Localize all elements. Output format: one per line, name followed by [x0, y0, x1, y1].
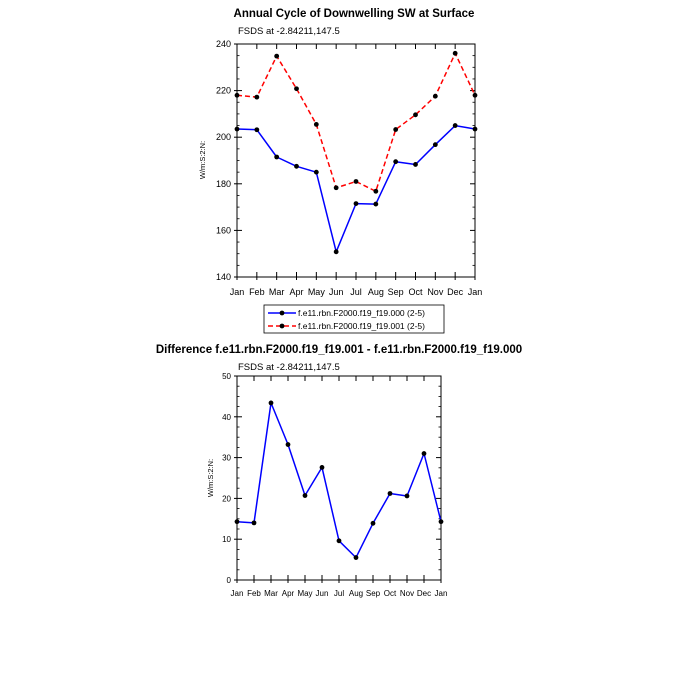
legend-marker-series-000 [279, 310, 285, 316]
c1-series-0-point [413, 162, 418, 167]
difference-chart: Difference f.e11.rbn.F2000.f19_f19.001 -… [156, 344, 522, 598]
c2-series-0-point [370, 520, 376, 526]
c1-x-tick-label: May [308, 287, 326, 297]
c1-x-tick-label: Dec [447, 287, 464, 297]
c2-x-tick-label: Jul [334, 589, 344, 598]
c1-x-tick-label: Jun [329, 287, 344, 297]
c1-series-0-line [236, 124, 476, 253]
c1-series-0-point [294, 163, 299, 169]
c1-series-1-point [452, 50, 458, 56]
c2-series-0-point [336, 538, 342, 544]
c2-series-0-line [236, 402, 442, 559]
c1-y-tick-label: 200 [216, 132, 231, 142]
c1-series-1-point [373, 188, 379, 194]
c1-x-tick-label: Jan [468, 287, 483, 297]
c1-series-1-point [294, 86, 299, 92]
c2-series-0-point [285, 442, 291, 447]
legend-marker-series-001 [279, 323, 285, 329]
c1-x-tick-label: Mar [269, 287, 285, 297]
legend-label-series-000: f.e11.rbn.F2000.f19_f19.000 (2-5) [298, 308, 425, 318]
c2-x-tick-label: May [297, 589, 312, 598]
c1-series-0-point [452, 123, 458, 128]
c1-plot-frame [236, 43, 476, 278]
chart2-title: Difference f.e11.rbn.F2000.f19_f19.001 -… [156, 344, 522, 356]
c2-x-tick-label: Feb [247, 589, 261, 598]
c1-series-1-point [472, 92, 478, 98]
c1-series-1-point [274, 53, 280, 59]
chart1-ylabel: W/m:S:2:N: [198, 141, 207, 179]
c2-x-tick-label: Nov [400, 589, 414, 598]
c1-series-0-point [274, 154, 280, 160]
c1-series-1-point [234, 92, 240, 98]
c2-series-0-point [353, 555, 359, 560]
c2-x-tick-label: Aug [349, 589, 363, 598]
c1-x-tick-label: Nov [427, 287, 444, 297]
c2-series-0-point [302, 493, 308, 498]
annual-cycle-chart: Annual Cycle of Downwelling SW at Surfac… [198, 8, 483, 334]
c1-y-tick-label: 160 [216, 225, 231, 235]
c1-x-tick-label: Apr [289, 287, 303, 297]
c2-x-tick-label: Apr [282, 589, 295, 598]
c1-series-0-point [472, 126, 478, 132]
c2-x-tick-label: Mar [264, 589, 278, 598]
c2-y-tick-label: 10 [222, 535, 231, 544]
c1-series-1-point [353, 179, 359, 184]
c2-y-tick-label: 30 [222, 454, 231, 463]
legend-box [263, 304, 445, 334]
c1-series-1-point [413, 112, 418, 118]
c2-y-tick-label: 40 [222, 413, 231, 422]
chart1-title: Annual Cycle of Downwelling SW at Surfac… [234, 8, 475, 20]
c2-series-0-point [404, 493, 410, 499]
c2-series-0-point [251, 520, 257, 526]
legend-label-series-001: f.e11.rbn.F2000.f19_f19.001 (2-5) [298, 321, 425, 331]
c2-series-0-point [387, 491, 393, 496]
c2-y-tick-label: 50 [222, 372, 231, 381]
c1-series-0-point [353, 201, 359, 207]
c2-x-tick-label: Dec [417, 589, 431, 598]
c1-series-0-point [234, 126, 240, 132]
c2-x-tick-label: Jan [231, 589, 244, 598]
chart1-legend: f.e11.rbn.F2000.f19_f19.000 (2-5) f.e11.… [263, 304, 445, 334]
c2-x-tick-label: Jun [316, 589, 329, 598]
chart1-subtitle: FSDS at -2.84211,147.5 [238, 26, 340, 37]
c2-series-0-point [319, 464, 325, 470]
c1-series-0-point [333, 249, 339, 255]
c2-x-tick-label: Jan [435, 589, 448, 598]
c2-series-0-point [268, 400, 274, 406]
c1-x-tick-label: Aug [368, 287, 384, 297]
c2-x-tick-label: Sep [366, 589, 381, 598]
c1-series-0-point [254, 127, 260, 133]
c1-series-0-point [373, 201, 379, 207]
c2-y-tick-label: 0 [227, 576, 232, 585]
c1-x-tick-label: Oct [408, 287, 423, 297]
c1-x-tick-label: Sep [388, 287, 404, 297]
c1-y-tick-label: 140 [216, 272, 231, 282]
c1-series-1-line [236, 52, 476, 193]
c1-x-tick-label: Jan [230, 287, 245, 297]
c2-series-0-point [421, 451, 427, 456]
c1-x-tick-label: Feb [249, 287, 265, 297]
c1-series-1-point [393, 127, 399, 132]
c1-y-tick-label: 240 [216, 39, 231, 49]
c1-y-tick-label: 220 [216, 86, 231, 96]
c1-series-1-point [333, 185, 339, 191]
c2-series-0-point [234, 519, 240, 525]
c1-series-0-point [313, 169, 319, 175]
c1-x-tick-label: Jul [350, 287, 362, 297]
c1-series-1-point [254, 94, 260, 100]
c1-series-1-point [313, 121, 319, 127]
c1-series-0-point [432, 142, 438, 148]
c2-plot-frame [236, 375, 442, 581]
c2-series-0-point [438, 519, 444, 525]
c2-y-tick-label: 20 [222, 494, 231, 503]
chart2-ylabel: W/m:S:2:N: [206, 459, 215, 497]
c1-series-1-point [432, 93, 438, 99]
chart2-subtitle: FSDS at -2.84211,147.5 [238, 362, 340, 373]
c1-y-tick-label: 180 [216, 179, 231, 189]
c2-x-tick-label: Oct [384, 589, 397, 598]
c1-series-0-point [393, 159, 399, 165]
